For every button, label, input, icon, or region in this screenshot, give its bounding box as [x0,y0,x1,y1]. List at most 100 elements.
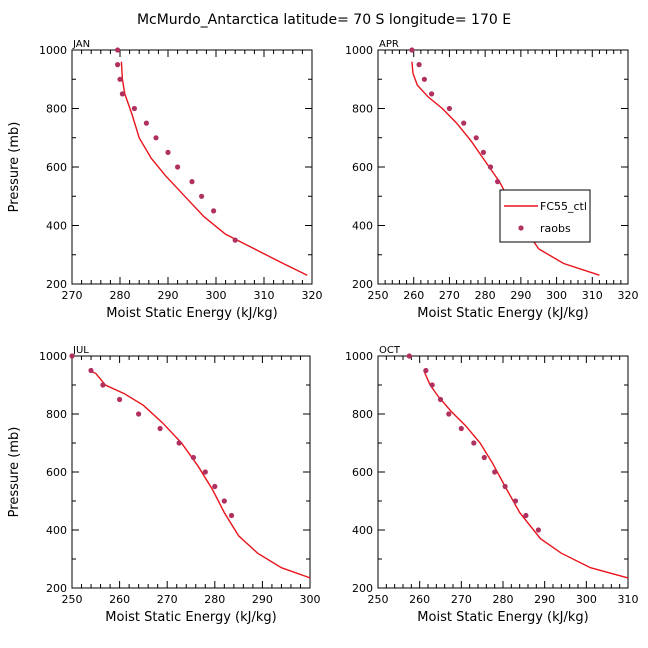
panel-label: JAN [72,39,90,50]
raobs-point [228,512,235,519]
raobs-point [437,396,444,403]
raobs-point [523,512,529,519]
raobs-point [212,483,218,490]
raobs-point [429,91,435,97]
raobs-point [480,149,486,155]
panel-oct: OCT 250 260 270 280 290 300 310 200 400 600 800 1000… [345,345,639,625]
raobs-point [461,120,467,126]
raobs-point [446,105,452,112]
x-tick-label: 270 [451,593,472,606]
x-tick-label: 310 [254,289,275,302]
raobs-point [535,527,542,533]
raobs-point [487,164,494,170]
raobs-point [136,411,142,417]
panel-jan: JAN 270 280 290 300 310 320 200 400 600 800 1000 Moi… [7,39,323,321]
legend-dots-label: raobs [540,222,571,235]
y-tick-label: 800 [352,408,373,421]
x-tick-label: 270 [439,289,460,302]
panel-label: JUL [72,345,89,356]
raobs-point [165,149,171,155]
raobs-point [175,164,181,170]
plot-frame [377,355,629,589]
y-tick-label: 400 [46,524,67,537]
x-tick-label: 310 [618,593,639,606]
y-tick-label: 600 [352,466,373,479]
y-tick-label: 1000 [345,350,373,363]
x-tick-label: 300 [546,289,567,302]
raobs-point [143,120,149,126]
raobs-point [429,382,435,388]
raobs-point [100,382,106,388]
legend-line-label: FC55_ctl [540,200,587,213]
raobs-point [409,47,415,53]
plot-frame [71,355,311,589]
raobs-point [157,425,163,432]
y-tick-label: 200 [352,278,373,291]
raobs-point [69,353,75,359]
raobs-point [119,91,125,97]
raobs-point [471,440,477,446]
x-tick-label: 290 [158,289,179,302]
x-tick-label: 310 [582,289,603,302]
plot-frame [377,49,629,285]
x-tick-label: 250 [62,593,83,606]
series-line-fc55-ctl [120,61,308,276]
y-axis-label: Pressure (mb) [7,122,22,213]
raobs-point [492,469,498,475]
legend-box [499,189,591,243]
y-tick-label: 600 [352,161,373,174]
raobs-point [115,62,121,68]
x-tick-label: 300 [206,289,227,302]
raobs-point [211,208,217,214]
panels: JAN 270 280 290 300 310 320 200 400 600 800 1000 Moi… [7,39,639,625]
series-line-fc55-ctl [88,369,311,579]
raobs-point [446,411,452,417]
x-tick-label: 290 [510,289,531,302]
y-tick-label: 800 [46,408,67,421]
raobs-point [473,135,479,141]
raobs-point [423,367,429,374]
raobs-point [190,454,196,461]
raobs-point [416,62,422,68]
panel-label: OCT [379,345,401,356]
raobs-point [131,105,137,112]
y-tick-label: 1000 [345,44,373,57]
raobs-point [502,483,508,490]
raobs-point [495,179,501,185]
raobs-point [88,367,94,374]
raobs-point [176,440,182,446]
raobs-point [115,47,121,53]
x-axis-label: Moist Static Energy (kJ/kg) [417,610,588,625]
y-tick-label: 400 [352,524,373,537]
y-tick-label: 800 [46,103,67,116]
x-tick-label: 270 [157,593,178,606]
y-tick-label: 200 [46,278,67,291]
x-tick-label: 300 [576,593,597,606]
x-tick-label: 250 [368,593,389,606]
x-tick-label: 280 [493,593,514,606]
y-tick-label: 200 [352,582,373,595]
x-axis-label: Moist Static Energy (kJ/kg) [105,610,276,625]
plot-frame [71,49,313,285]
raobs-point [189,179,195,185]
y-tick-label: 600 [46,161,67,174]
raobs-point [117,396,123,403]
series-line-fc55-ctl [411,61,600,276]
series-line-fc55-ctl [423,370,629,579]
raobs-point [481,454,487,461]
x-tick-label: 300 [300,593,321,606]
x-tick-label: 260 [403,289,424,302]
x-tick-label: 290 [252,593,273,606]
y-tick-label: 1000 [39,350,67,363]
x-tick-label: 280 [475,289,496,302]
legend-dot-swatch [518,225,524,231]
figure-title: McMurdo_Antarctica latitude= 70 S longit… [137,12,511,28]
x-tick-label: 280 [204,593,225,606]
x-tick-label: 290 [534,593,555,606]
raobs-point [512,498,519,504]
y-tick-label: 1000 [39,44,67,57]
x-tick-label: 320 [302,289,323,302]
raobs-point [406,353,412,359]
raobs-point [202,469,208,475]
x-tick-label: 320 [618,289,639,302]
